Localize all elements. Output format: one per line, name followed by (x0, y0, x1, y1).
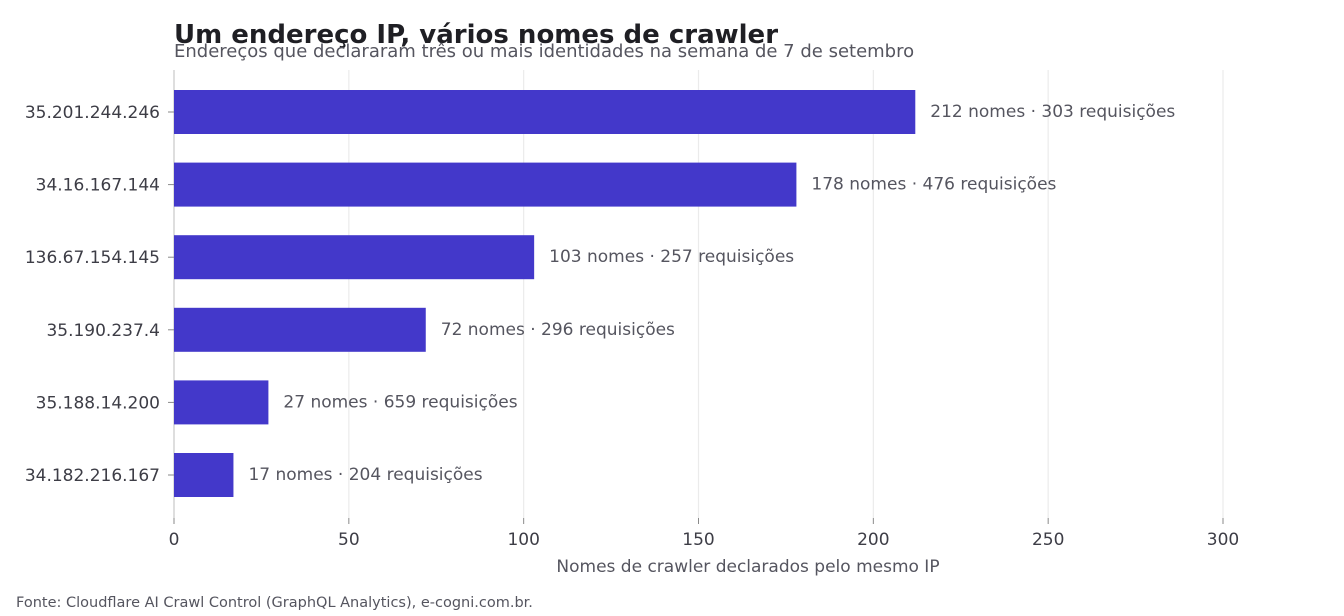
bar (174, 162, 797, 207)
bar-data-label: 72 nomes · 296 requisições (441, 320, 675, 340)
bar (174, 380, 269, 425)
x-tick-label: 0 (169, 530, 180, 550)
bar (174, 453, 234, 497)
bar-data-label: 212 nomes · 303 requisições (930, 102, 1175, 122)
category-label: 35.188.14.200 (36, 393, 160, 413)
bar-data-label: 17 nomes · 204 requisições (248, 465, 482, 485)
bar-data-label: 103 nomes · 257 requisições (549, 247, 794, 267)
chart-subtitle: Endereços que declararam três ou mais id… (174, 41, 914, 62)
category-label: 136.67.154.145 (25, 248, 160, 268)
data-labels: 212 nomes · 303 requisições 178 nomes · 4… (248, 102, 1175, 485)
bar (174, 307, 426, 352)
bars (174, 90, 916, 497)
x-tick-label: 200 (857, 530, 889, 550)
x-tick-label: 100 (507, 530, 539, 550)
x-tick-label: 250 (1032, 530, 1064, 550)
chart-title: Um endereço IP, vários nomes de crawler (174, 20, 778, 50)
bar-data-label: 178 nomes · 476 requisições (811, 175, 1056, 195)
category-label: 35.190.237.4 (46, 321, 160, 341)
bar (174, 235, 535, 280)
source-note: Fonte: Cloudflare AI Crawl Control (Grap… (16, 595, 533, 611)
bar-data-label: 27 nomes · 659 requisições (283, 392, 517, 412)
bar (174, 90, 916, 134)
x-axis-ticks: 0 50 100 150 200 250 300 (169, 518, 1239, 550)
x-axis-title: Nomes de crawler declarados pelo mesmo I… (556, 557, 939, 577)
x-tick-label: 150 (682, 530, 714, 550)
category-labels: 35.201.244.246 34.16.167.144 136.67.154.14… (25, 103, 174, 486)
x-tick-label: 50 (338, 530, 360, 550)
gridlines (173, 70, 1224, 518)
category-label: 35.201.244.246 (25, 103, 160, 123)
category-label: 34.182.216.167 (25, 466, 160, 486)
x-tick-label: 300 (1207, 530, 1239, 550)
category-label: 34.16.167.144 (36, 176, 160, 196)
